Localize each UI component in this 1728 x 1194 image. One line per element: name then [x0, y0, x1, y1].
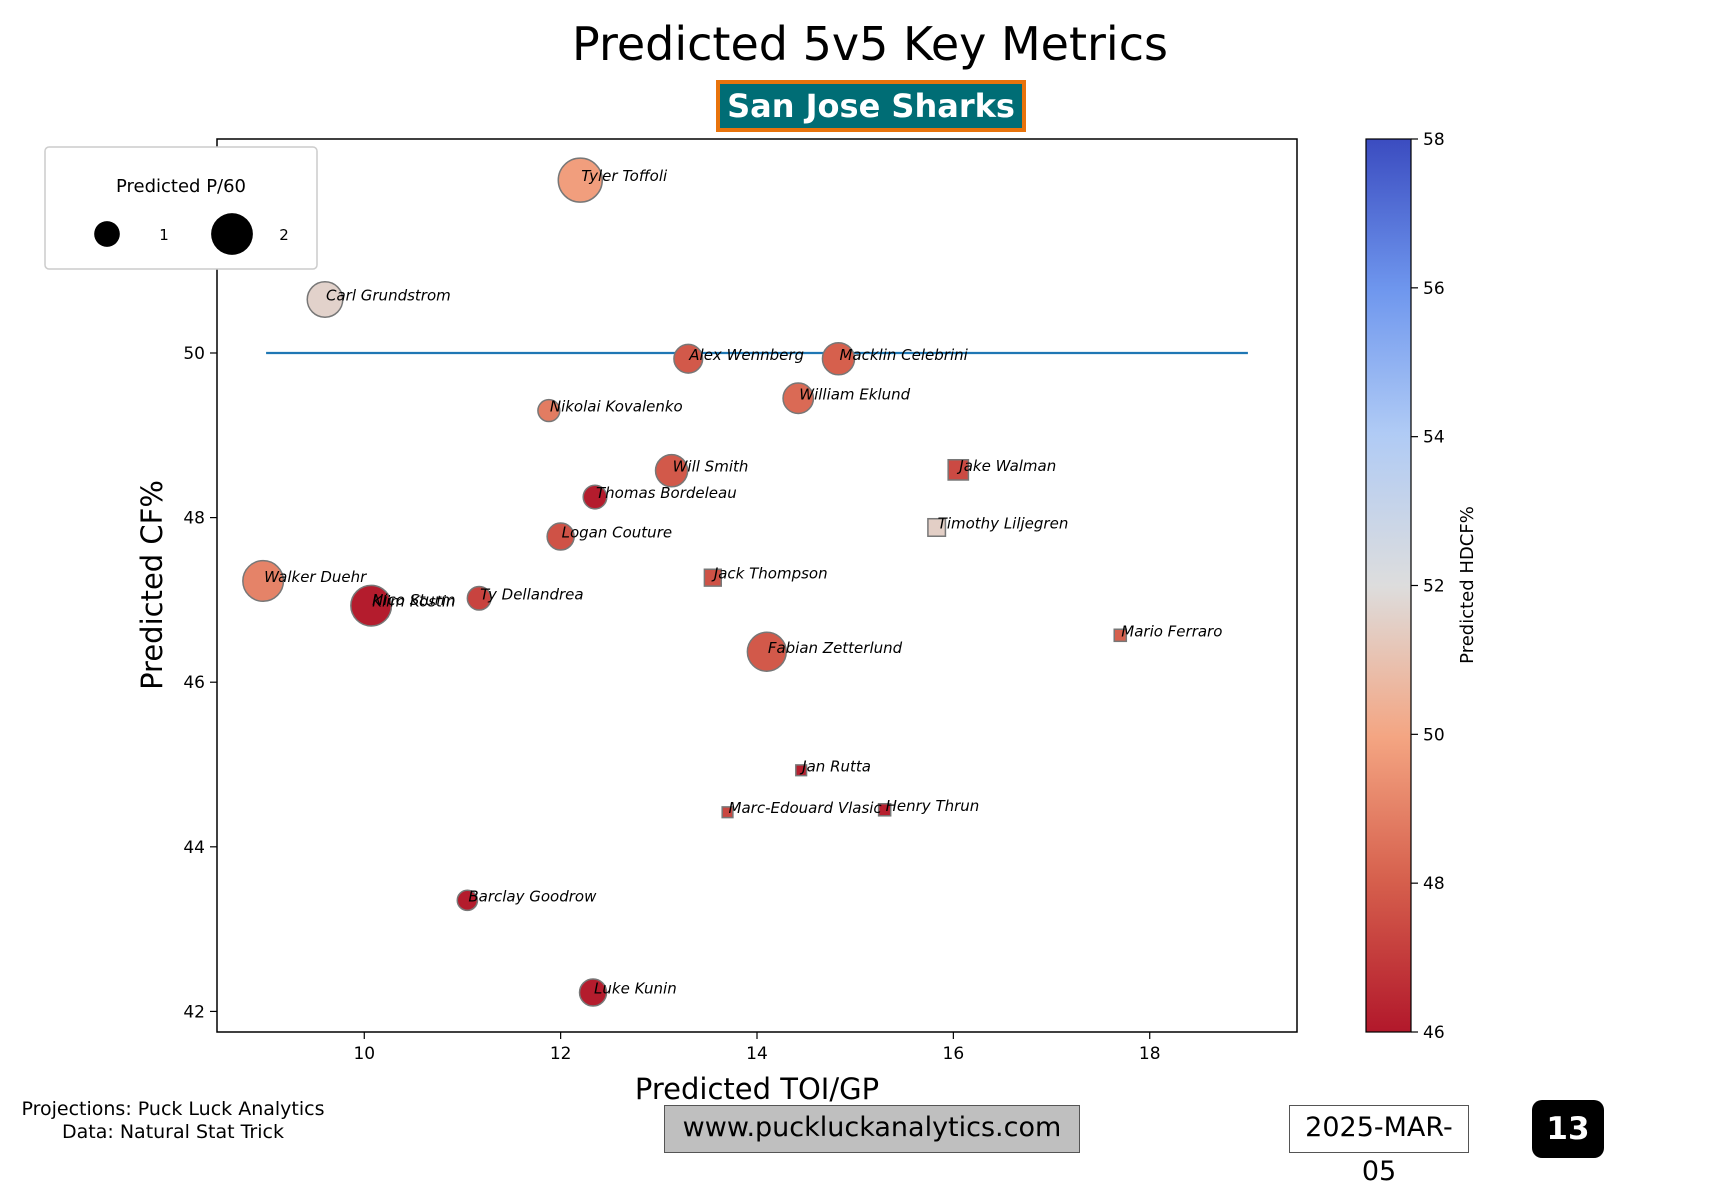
team-badge: San Jose Sharks — [716, 80, 1026, 132]
data-point-square — [795, 764, 808, 777]
colorbar-label: Predicted HDCF% — [1457, 506, 1478, 664]
page-number-badge: 13 — [1532, 1100, 1604, 1158]
size-legend-label: 1 — [159, 226, 169, 244]
colorbar: 46 48 50 52 54 56 58 Predicted HDCF% — [1365, 130, 1478, 1043]
size-legend: Predicted P/60 1 2 — [44, 146, 318, 270]
data-point-square — [1113, 628, 1128, 643]
x-tick-label: 12 — [550, 1044, 572, 1064]
point-label: Marc-Edouard Vlasic — [729, 799, 883, 817]
point-label: Walker Duehr — [264, 568, 367, 586]
data-point-square — [721, 806, 734, 819]
point-label: Mario Ferraro — [1121, 622, 1222, 640]
data-point-circle — [546, 522, 575, 551]
data-point-circle — [821, 341, 856, 376]
colorbar-tick-label: 52 — [1423, 577, 1445, 597]
size-legend-title: Predicted P/60 — [116, 176, 246, 197]
data-point-circle — [654, 453, 689, 488]
colorbar-tick-label: 56 — [1423, 279, 1445, 299]
data-point-circle — [350, 584, 393, 627]
point-label: Timothy Liljegren — [938, 514, 1069, 532]
y-tick-label: 44 — [183, 838, 205, 858]
point-label: Jake Walman — [956, 457, 1056, 475]
chart: Predicted 5v5 Key Metrics 10 12 14 16 184244… — [44, 17, 1478, 1106]
colorbar-tick-label: 54 — [1423, 428, 1445, 448]
point-label: Nikolai Kovalenko — [550, 398, 683, 416]
data-point-square — [703, 568, 722, 587]
credits: Projections: Puck Luck Analytics Data: N… — [8, 1098, 338, 1144]
point-label: Alex Wennberg — [688, 346, 804, 364]
point-label: Logan Couture — [562, 524, 672, 542]
data-point-circle — [557, 157, 604, 203]
size-legend-marker — [94, 221, 120, 247]
colorbar-tick-label: 48 — [1423, 874, 1445, 894]
data-point-circle — [242, 559, 285, 603]
point-label: Fabian Zetterlund — [768, 639, 903, 657]
size-legend-box — [44, 146, 318, 270]
y-tick-label: 46 — [183, 673, 205, 693]
point-label: Tyler Toffoli — [581, 167, 668, 185]
data-point-square — [947, 458, 970, 481]
data-point-circle — [578, 978, 608, 1007]
date-label: 2025-MAR-05 — [1289, 1105, 1469, 1187]
data-point-square — [927, 517, 947, 537]
colorbar-bar — [1365, 138, 1412, 1033]
point-label: Ty Dellandrea — [480, 585, 583, 603]
point-label: Jan Rutta — [799, 757, 871, 775]
data-point-circle — [537, 398, 561, 423]
point-label: Jack Thompson — [711, 565, 828, 583]
website-link[interactable]: www.puckluckanalytics.com — [664, 1105, 1080, 1153]
y-tick-label: 48 — [183, 509, 205, 529]
point-label: William Eklund — [799, 385, 910, 403]
point-label: Nico Sturm — [372, 591, 455, 609]
data-point-square — [877, 802, 892, 817]
point-label: Henry Thrun — [886, 797, 980, 815]
data-point-circle — [582, 484, 608, 510]
data-point-circle — [306, 280, 344, 318]
point-label: Macklin Celebrini — [839, 346, 968, 364]
point-label: Carl Grundstrom — [326, 286, 451, 304]
plot-frame — [216, 138, 1298, 1033]
size-legend-marker — [211, 213, 253, 255]
credits-data: Data: Natural Stat Trick — [62, 1121, 284, 1143]
colorbar-tick-label: 58 — [1423, 130, 1445, 150]
data-point-circle — [782, 382, 815, 415]
point-label: Barclay Goodrow — [468, 887, 597, 905]
x-tick-label: 16 — [943, 1044, 965, 1064]
chart-title: Predicted 5v5 Key Metrics — [572, 17, 1168, 71]
data-point-circle — [466, 585, 492, 611]
y-tick-label: 50 — [183, 344, 205, 364]
point-label: Thomas Bordeleau — [596, 484, 737, 502]
point-label: Klim Kostin — [372, 593, 455, 611]
credits-projections: Projections: Puck Luck Analytics — [21, 1098, 325, 1120]
data-point-circle — [746, 631, 788, 672]
point-label: Will Smith — [673, 458, 749, 476]
x-tick-label: 18 — [1139, 1044, 1161, 1064]
x-tick-label: 10 — [353, 1044, 375, 1064]
data-point-circle — [673, 343, 704, 374]
y-tick-label: 42 — [183, 1002, 205, 1022]
x-tick-label: 14 — [746, 1044, 768, 1064]
size-legend-label: 2 — [279, 226, 289, 244]
point-label: Luke Kunin — [594, 979, 677, 997]
colorbar-tick-label: 50 — [1423, 725, 1445, 745]
data-point-circle — [456, 889, 479, 912]
x-axis-label: Predicted TOI/GP — [635, 1072, 879, 1106]
colorbar-tick-label: 46 — [1423, 1023, 1445, 1043]
y-axis-label: Predicted CF% — [135, 480, 169, 690]
